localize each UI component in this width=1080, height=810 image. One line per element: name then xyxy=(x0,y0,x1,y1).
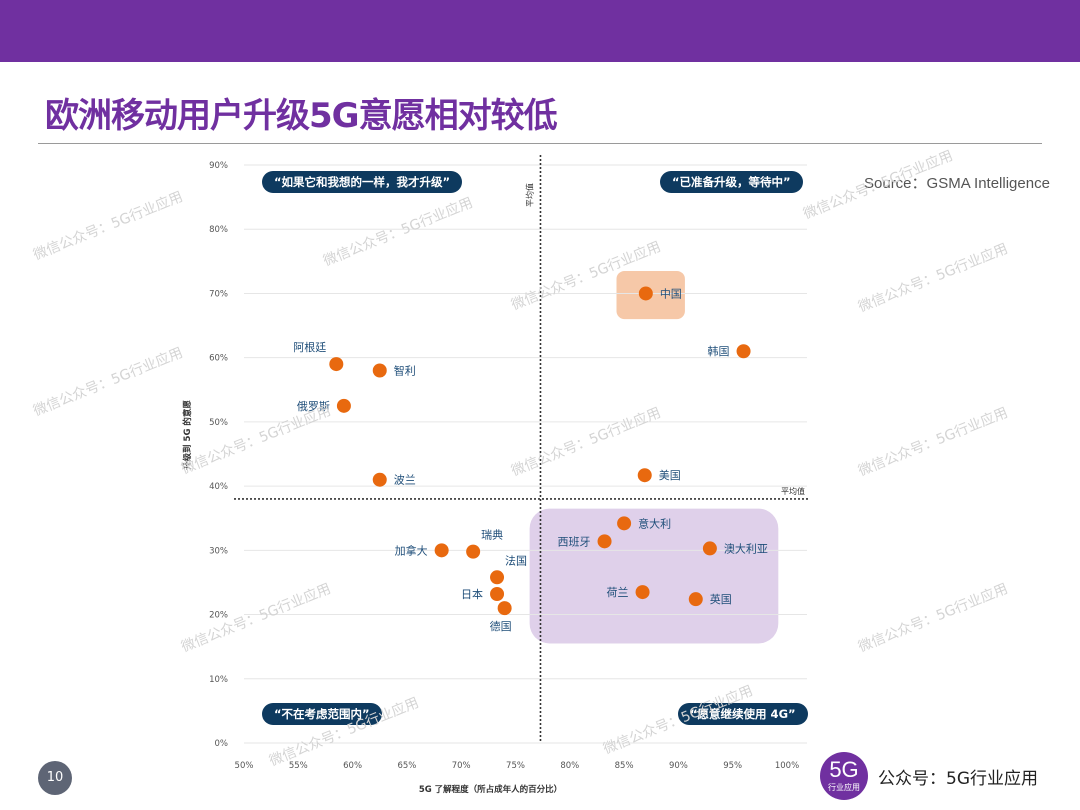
x-tick-label: 75% xyxy=(506,761,525,771)
data-point xyxy=(329,357,344,372)
x-tick-label: 95% xyxy=(723,761,742,771)
data-point xyxy=(372,472,387,487)
y-axis-title: 升级到 5G 的意愿 xyxy=(182,400,193,470)
data-point xyxy=(497,601,512,616)
data-point xyxy=(490,570,505,585)
x-tick-label: 85% xyxy=(615,761,634,771)
data-point xyxy=(702,541,717,556)
point-label: 西班牙 xyxy=(558,535,591,548)
quadrant-label-top-left: “如果它和我想的一样，我才升级” xyxy=(262,171,463,193)
data-point xyxy=(466,544,481,559)
y-tick-label: 20% xyxy=(209,611,228,621)
data-point xyxy=(635,585,650,600)
y-tick-label: 0% xyxy=(215,739,229,749)
point-label: 韩国 xyxy=(708,344,730,358)
logo-text: 5G xyxy=(829,757,859,782)
y-tick-label: 50% xyxy=(209,418,228,428)
point-label: 阿根廷 xyxy=(293,340,326,354)
point-label: 美国 xyxy=(659,469,681,482)
y-tick-label: 80% xyxy=(209,225,228,235)
avg-label-horizontal: 平均值 xyxy=(781,486,805,496)
data-point xyxy=(490,587,505,602)
quadrant-label-top-right: “已准备升级，等待中” xyxy=(660,171,803,193)
point-label: 日本 xyxy=(461,587,483,601)
x-axis-title: 5G 了解程度（所占成年人的百分比） xyxy=(419,784,562,795)
data-point xyxy=(372,363,387,378)
point-label: 加拿大 xyxy=(395,543,428,557)
x-tick-label: 65% xyxy=(397,761,416,771)
logo-subtext: 行业应用 xyxy=(828,783,860,792)
point-label: 智利 xyxy=(394,364,416,378)
y-tick-label: 10% xyxy=(209,675,228,685)
point-label: 法国 xyxy=(505,553,527,567)
point-label: 荷兰 xyxy=(607,586,629,599)
point-label: 澳大利亚 xyxy=(724,541,768,555)
title-divider xyxy=(38,143,1042,144)
point-label: 意大利 xyxy=(638,516,671,530)
x-tick-label: 60% xyxy=(343,761,362,771)
y-tick-label: 30% xyxy=(209,546,228,556)
point-label: 中国 xyxy=(660,287,682,300)
point-label: 波兰 xyxy=(394,474,416,487)
x-tick-label: 90% xyxy=(669,761,688,771)
top-banner xyxy=(0,0,1080,62)
data-point xyxy=(336,398,351,413)
quadrant-label-bottom-left: “不在考虑范围内” xyxy=(262,703,382,725)
y-tick-label: 90% xyxy=(209,161,228,171)
x-tick-label: 80% xyxy=(560,761,579,771)
data-point xyxy=(637,468,652,483)
brand-logo: 5G 行业应用 xyxy=(820,752,868,800)
quadrant-label-bottom-right: “愿意继续使用 4G” xyxy=(678,703,808,725)
point-label: 瑞典 xyxy=(481,528,503,542)
data-point xyxy=(638,286,653,301)
page-number: 10 xyxy=(38,761,72,795)
page-title: 欧洲移动用户升级5G意愿相对较低 xyxy=(45,96,558,136)
y-tick-label: 70% xyxy=(209,289,228,299)
y-tick-label: 40% xyxy=(209,482,228,492)
data-point xyxy=(434,543,449,558)
x-tick-label: 100% xyxy=(775,761,799,771)
point-label: 德国 xyxy=(490,619,512,633)
x-tick-label: 55% xyxy=(289,761,308,771)
data-point xyxy=(736,344,751,359)
x-tick-label: 50% xyxy=(235,761,254,771)
data-point xyxy=(597,534,612,549)
highlight-group xyxy=(529,508,779,644)
data-point xyxy=(617,516,632,531)
account-label: 公众号：5G行业应用 xyxy=(878,769,1038,789)
point-label: 英国 xyxy=(710,592,732,606)
data-point xyxy=(688,592,703,607)
source-note: Source：GSMA Intelligence xyxy=(864,175,1050,192)
y-tick-label: 60% xyxy=(209,354,228,364)
x-tick-label: 70% xyxy=(452,761,471,771)
point-label: 俄罗斯 xyxy=(297,400,330,413)
avg-label-vertical: 平均值 xyxy=(524,183,534,207)
